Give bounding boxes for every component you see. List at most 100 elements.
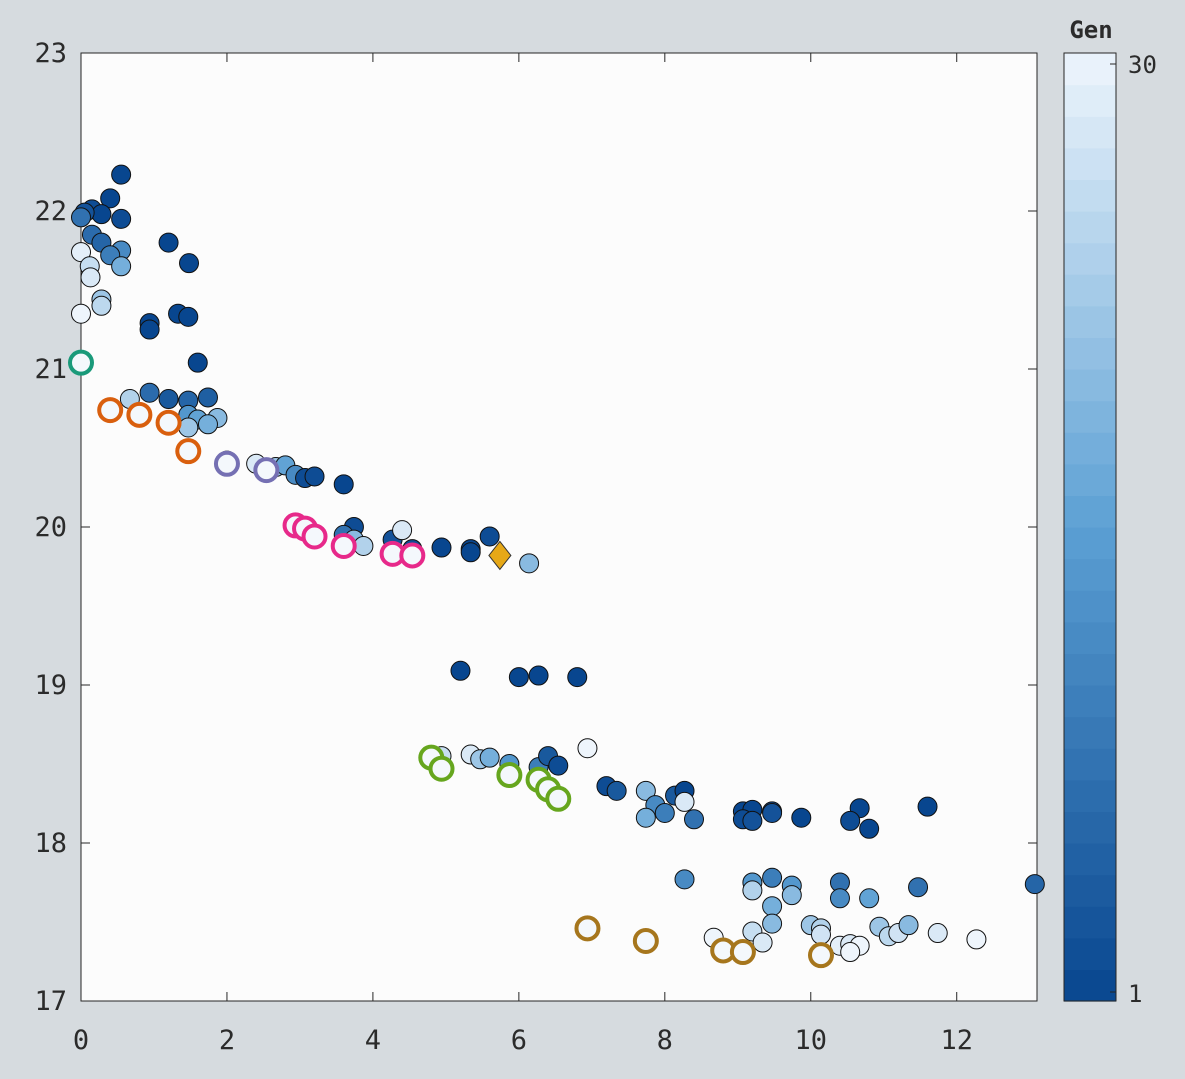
colorbar-band <box>1064 716 1116 749</box>
x-tick-label: 12 <box>940 1025 973 1056</box>
colorbar-title: Gen <box>1069 16 1112 44</box>
population-point <box>762 913 783 934</box>
y-tick-label: 18 <box>34 828 67 859</box>
population-point <box>460 542 481 563</box>
colorbar-band <box>1064 242 1116 275</box>
population-point <box>908 877 929 898</box>
population-point <box>859 888 880 909</box>
population-point <box>197 387 218 408</box>
x-tick-label: 2 <box>219 1025 235 1056</box>
highlighted-point <box>155 409 182 436</box>
highlighted-point <box>330 532 357 559</box>
population-point <box>100 188 121 209</box>
colorbar-max-label: 30 <box>1128 51 1157 79</box>
y-tick-label: 17 <box>34 986 67 1017</box>
population-point <box>742 880 763 901</box>
colorbar-band <box>1064 748 1116 781</box>
highlighted-point <box>807 942 834 969</box>
plot-area <box>80 52 1038 1002</box>
x-tick-label: 10 <box>795 1025 828 1056</box>
colorbar-band <box>1064 495 1116 528</box>
population-point <box>111 208 132 229</box>
highlighted-point <box>496 762 523 789</box>
population-point <box>762 867 783 888</box>
colorbar-min-label: 1 <box>1128 980 1142 1008</box>
highlighted-point <box>126 401 153 428</box>
population-point <box>781 885 802 906</box>
population-point <box>635 780 656 801</box>
population-point <box>71 207 91 228</box>
colorbar-band <box>1064 432 1116 465</box>
highlighted-point <box>545 785 572 812</box>
population-point <box>304 466 325 487</box>
highlighted-point <box>213 450 240 477</box>
colorbar-band <box>1064 463 1116 496</box>
colorbar-band <box>1064 843 1116 876</box>
population-point <box>479 747 500 768</box>
highlighted-point <box>729 939 756 966</box>
colorbar-gradient <box>1064 53 1116 1002</box>
colorbar-band <box>1064 116 1116 149</box>
population-point <box>577 738 598 759</box>
colorbar: Gen 30 1 <box>1063 16 1157 1008</box>
population-point <box>898 915 919 936</box>
population-point <box>654 802 675 823</box>
population-point <box>91 204 112 225</box>
population-point <box>674 869 695 890</box>
population-point <box>179 253 200 274</box>
colorbar-band <box>1064 274 1116 307</box>
population-point <box>528 665 549 686</box>
population-point <box>917 796 938 817</box>
colorbar-band <box>1064 527 1116 560</box>
colorbar-band <box>1064 84 1116 117</box>
highlighted-point <box>574 915 601 942</box>
population-point <box>966 929 987 950</box>
population-point <box>139 319 160 340</box>
y-tick-label: 20 <box>34 512 67 543</box>
colorbar-band <box>1064 211 1116 244</box>
colorbar-band <box>1064 179 1116 212</box>
population-point <box>791 807 812 828</box>
population-point <box>548 755 569 776</box>
population-point <box>80 267 101 288</box>
population-point <box>606 780 627 801</box>
y-tick-label: 23 <box>34 38 67 69</box>
y-tick-label: 21 <box>34 354 67 385</box>
colorbar-band <box>1064 653 1116 686</box>
population-point <box>742 810 763 831</box>
population-point <box>197 414 218 435</box>
colorbar-band <box>1064 369 1116 402</box>
colorbar-band <box>1064 400 1116 433</box>
highlighted-point <box>428 755 455 782</box>
highlighted-point <box>175 438 202 465</box>
population-point <box>829 888 850 909</box>
population-point <box>431 537 452 558</box>
population-point <box>762 896 783 917</box>
highlighted-point <box>68 349 94 376</box>
special-diamond-point <box>488 540 512 571</box>
population-point <box>927 923 948 944</box>
scatter-points <box>68 164 1045 969</box>
colorbar-band <box>1064 147 1116 180</box>
colorbar-band <box>1064 969 1116 1002</box>
highlighted-point <box>632 927 659 954</box>
y-tick-label: 22 <box>34 196 67 227</box>
population-point <box>392 520 413 541</box>
colorbar-frame <box>1063 52 1117 1002</box>
colorbar-band <box>1064 53 1116 86</box>
population-point <box>762 802 783 823</box>
colorbar-band <box>1064 685 1116 718</box>
x-tick-label: 4 <box>365 1025 381 1056</box>
x-tick-label: 6 <box>511 1025 527 1056</box>
population-point <box>684 809 705 830</box>
population-point <box>635 807 656 828</box>
colorbar-band <box>1064 337 1116 370</box>
population-point <box>353 535 374 556</box>
highlighted-point <box>399 542 426 569</box>
population-point <box>479 526 500 547</box>
population-point <box>111 256 132 277</box>
highlighted-point <box>253 457 280 484</box>
population-point <box>111 164 132 185</box>
population-point <box>158 389 179 410</box>
x-axis: 0 2 4 6 8 10 12 <box>73 53 973 1056</box>
